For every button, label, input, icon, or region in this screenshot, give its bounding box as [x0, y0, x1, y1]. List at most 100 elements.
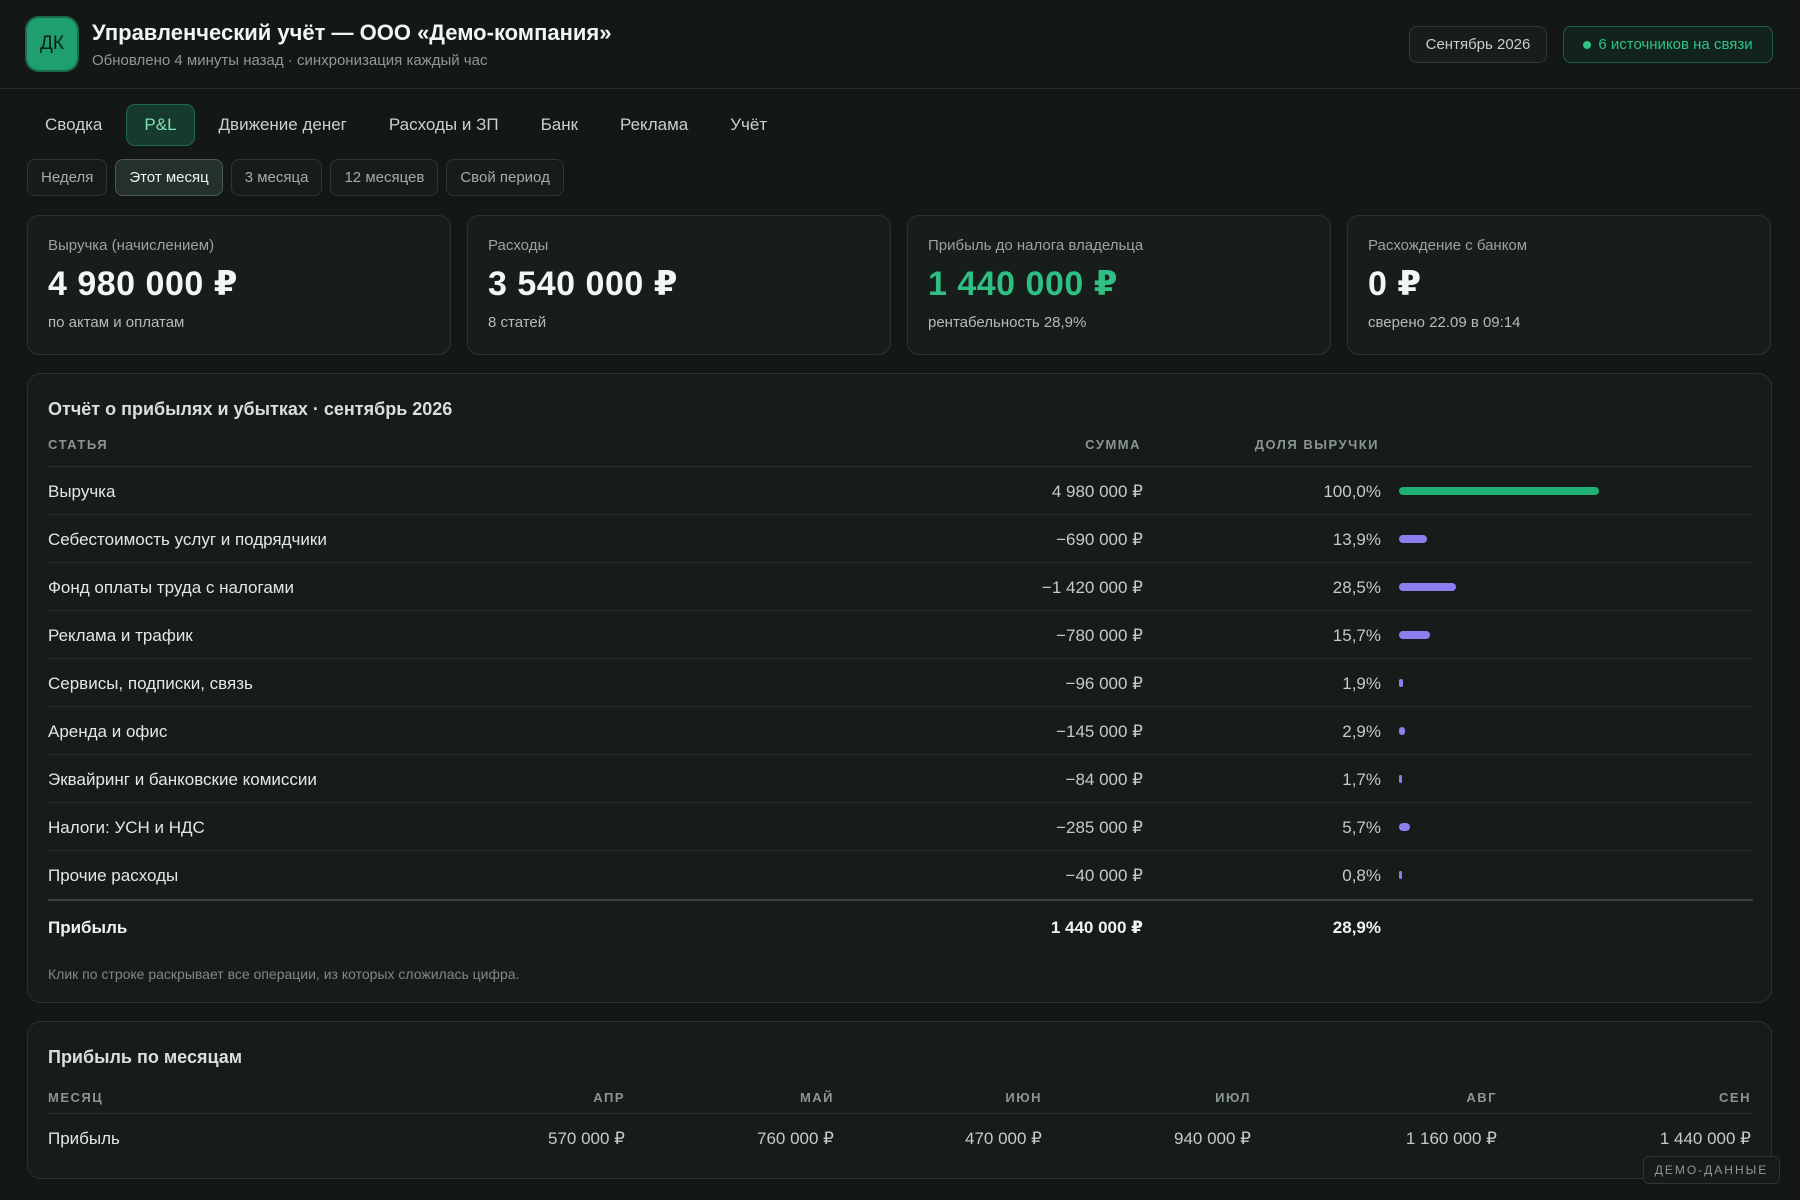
month-value-apr[interactable]: 570 000 ₽ — [548, 1129, 625, 1148]
kpi-value: 0 ₽ — [1368, 265, 1422, 303]
pl-row-name: Реклама и трафик — [48, 626, 193, 645]
column-header-share: ДОЛЯ ВЫРУЧКИ — [1254, 437, 1379, 452]
column-header-month: МЕСЯЦ — [48, 1090, 104, 1105]
status-dot-icon — [1583, 40, 1592, 49]
pl-row-share: 2,9% — [1342, 722, 1381, 741]
share-bar-track — [1399, 535, 1599, 543]
sources-status-label: 6 источников на связи — [1598, 36, 1753, 53]
pl-row-services[interactable]: Сервисы, подписки, связь −96 000 ₽ 1,9% — [48, 659, 1753, 707]
monthly-profit-title: Прибыль по месяцам — [48, 1047, 243, 1067]
pl-row-amount: −145 000 ₽ — [1056, 722, 1143, 741]
pl-row-share: 0,8% — [1342, 866, 1381, 885]
main-tabs: Сводка P&L Движение денег Расходы и ЗП Б… — [27, 104, 791, 146]
pl-row-share: 1,9% — [1342, 674, 1381, 693]
pl-total-amount: 1 440 000 ₽ — [1050, 918, 1143, 937]
pl-row-amount: −1 420 000 ₽ — [1041, 578, 1143, 597]
tab-cash-flow[interactable]: Движение денег — [218, 115, 347, 134]
column-header-item: СТАТЬЯ — [48, 437, 109, 452]
tab-accounting[interactable]: Учёт — [730, 115, 768, 134]
month-value-may[interactable]: 760 000 ₽ — [757, 1129, 834, 1148]
pl-row-rent[interactable]: Аренда и офис −145 000 ₽ 2,9% — [48, 707, 1753, 755]
kpi-label: Выручка (начислением) — [48, 237, 215, 254]
pl-row-revenue[interactable]: Выручка 4 980 000 ₽ 100,0% — [48, 467, 1753, 515]
share-bar-track — [1399, 487, 1599, 495]
period-chip-custom[interactable]: Свой период — [446, 159, 564, 196]
period-filter: Неделя Этот месяц 3 месяца 12 месяцев Св… — [27, 159, 564, 196]
month-header-jul: ИЮЛ — [1215, 1090, 1251, 1105]
month-header-aug: АВГ — [1466, 1090, 1497, 1105]
pl-row-name: Аренда и офис — [48, 722, 168, 741]
sync-status-text: Обновлено 4 минуты назад · синхронизация… — [92, 52, 488, 69]
pl-row-name: Фонд оплаты труда с налогами — [48, 578, 294, 597]
pl-row-share: 15,7% — [1332, 626, 1381, 645]
sources-status-badge[interactable]: 6 источников на связи — [1563, 26, 1773, 63]
tab-expenses-payroll[interactable]: Расходы и ЗП — [388, 115, 499, 134]
pl-row-share: 28,5% — [1332, 578, 1381, 597]
pl-total-name: Прибыль — [48, 918, 128, 937]
share-bar — [1399, 775, 1403, 783]
kpi-cards: Выручка (начислением) 4 980 000 ₽ по акт… — [27, 215, 1771, 355]
pl-row-name: Эквайринг и банковские комиссии — [48, 770, 317, 789]
tab-pl[interactable]: P&L — [126, 104, 195, 146]
share-bar — [1399, 487, 1599, 495]
pl-row-share: 13,9% — [1332, 530, 1381, 549]
period-chip-this-month[interactable]: Этот месяц — [115, 159, 223, 196]
pl-total-row[interactable]: Прибыль 1 440 000 ₽ 28,9% — [48, 899, 1753, 949]
pl-row-acquiring[interactable]: Эквайринг и банковские комиссии −84 000 … — [48, 755, 1753, 803]
pl-row-amount: −84 000 ₽ — [1065, 770, 1143, 789]
pl-hint-text: Клик по строке раскрывает все операции, … — [48, 966, 520, 982]
share-bar — [1399, 727, 1405, 735]
month-header-jun: ИЮН — [1005, 1090, 1042, 1105]
kpi-label: Расходы — [488, 237, 549, 254]
month-value-jul[interactable]: 940 000 ₽ — [1174, 1129, 1251, 1148]
pl-row-amount: 4 980 000 ₽ — [1051, 482, 1143, 501]
pl-report-title: Отчёт о прибылях и убытках · сентябрь 20… — [48, 399, 453, 419]
period-chip-3-months[interactable]: 3 месяца — [230, 159, 323, 196]
period-selector-button[interactable]: Сентябрь 2026 — [1409, 26, 1547, 63]
monthly-profit-card: Прибыль по месяцам МЕСЯЦ АПР МАЙ ИЮН ИЮЛ… — [27, 1021, 1772, 1179]
company-logo: ДК — [27, 18, 77, 70]
monthly-profit-row-label: Прибыль — [48, 1129, 120, 1148]
pl-row-name: Себестоимость услуг и подрядчики — [48, 530, 327, 549]
share-bar — [1399, 871, 1402, 879]
pl-row-taxes[interactable]: Налоги: УСН и НДС −285 000 ₽ 5,7% — [48, 803, 1753, 851]
share-bar — [1399, 823, 1411, 831]
period-chip-12-months[interactable]: 12 месяцев — [330, 159, 439, 196]
period-chip-week[interactable]: Неделя — [27, 159, 108, 196]
share-bar-track — [1399, 823, 1599, 831]
kpi-label: Расхождение с банком — [1368, 237, 1528, 254]
pl-row-amount: −690 000 ₽ — [1056, 530, 1143, 549]
kpi-note: 8 статей — [488, 314, 547, 331]
pl-row-advertising[interactable]: Реклама и трафик −780 000 ₽ 15,7% — [48, 611, 1753, 659]
tab-ads[interactable]: Реклама — [620, 115, 689, 134]
pl-row-amount: −40 000 ₽ — [1065, 866, 1143, 885]
share-bar — [1399, 535, 1427, 543]
pl-row-cost-of-services[interactable]: Себестоимость услуг и подрядчики −690 00… — [48, 515, 1753, 563]
kpi-value: 1 440 000 ₽ — [928, 265, 1118, 303]
pl-row-other[interactable]: Прочие расходы −40 000 ₽ 0,8% — [48, 851, 1753, 899]
tab-summary[interactable]: Сводка — [45, 115, 103, 134]
pl-row-name: Прочие расходы — [48, 866, 179, 885]
column-header-amount: СУММА — [1085, 437, 1141, 452]
share-bar-track — [1399, 775, 1599, 783]
pl-row-name: Сервисы, подписки, связь — [48, 674, 253, 693]
month-value-aug[interactable]: 1 160 000 ₽ — [1405, 1129, 1497, 1148]
month-value-sep[interactable]: 1 440 000 ₽ — [1659, 1129, 1751, 1148]
demo-data-badge: ДЕМО-ДАННЫЕ — [1643, 1156, 1780, 1184]
kpi-label: Прибыль до налога владельца — [928, 237, 1144, 254]
share-bar-track — [1399, 631, 1599, 639]
kpi-note: по актам и оплатам — [48, 314, 185, 331]
pl-total-share: 28,9% — [1332, 918, 1381, 937]
kpi-card-profit: Прибыль до налога владельца 1 440 000 ₽ … — [907, 215, 1331, 355]
kpi-note: сверено 22.09 в 09:14 — [1368, 314, 1521, 331]
kpi-value: 4 980 000 ₽ — [48, 265, 238, 303]
month-header-sep: СЕН — [1719, 1090, 1751, 1105]
kpi-card-revenue: Выручка (начислением) 4 980 000 ₽ по акт… — [27, 215, 451, 355]
pl-row-payroll[interactable]: Фонд оплаты труда с налогами −1 420 000 … — [48, 563, 1753, 611]
kpi-value: 3 540 000 ₽ — [488, 265, 678, 303]
share-bar — [1399, 631, 1431, 639]
pl-row-amount: −285 000 ₽ — [1056, 818, 1143, 837]
tab-bank[interactable]: Банк — [540, 115, 579, 134]
month-header-apr: АПР — [593, 1090, 625, 1105]
month-value-jun[interactable]: 470 000 ₽ — [965, 1129, 1042, 1148]
